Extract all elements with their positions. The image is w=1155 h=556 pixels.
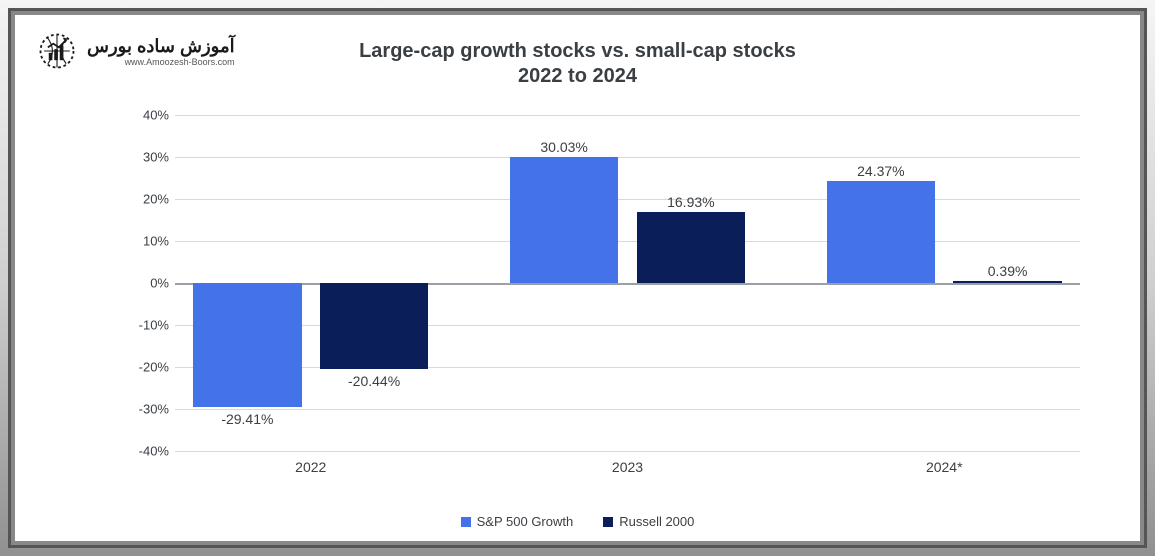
chart-title-line1: Large-cap growth stocks vs. small-cap st… (359, 40, 796, 62)
bar (953, 281, 1062, 283)
chart-panel: آموزش ساده بورس www.Amoozesh-Boors.com L… (15, 15, 1140, 541)
y-axis-label: -10% (121, 318, 169, 333)
legend: S&P 500 Growth Russell 2000 (15, 514, 1140, 529)
bar-value-label: 30.03% (540, 139, 587, 155)
y-axis-label: -40% (121, 444, 169, 459)
bar (827, 181, 936, 283)
gridline (175, 325, 1080, 326)
gridline (175, 241, 1080, 242)
bar (320, 283, 429, 369)
x-axis-label: 2023 (612, 459, 643, 475)
gridline (175, 115, 1080, 116)
plot-region: -40%-30%-20%-10%0%10%20%30%40%2022-29.41… (175, 115, 1080, 451)
gridline (175, 283, 1080, 285)
legend-swatch (461, 517, 471, 527)
bar-value-label: -29.41% (221, 411, 273, 427)
bar-value-label: 24.37% (857, 163, 904, 179)
logo-text-arabic: آموزش ساده بورس (87, 36, 235, 57)
bar-value-label: 0.39% (988, 263, 1028, 279)
y-axis-label: 30% (121, 150, 169, 165)
site-logo: آموزش ساده بورس www.Amoozesh-Boors.com (35, 29, 235, 73)
y-axis-label: 20% (121, 192, 169, 207)
gridline (175, 199, 1080, 200)
y-axis-label: 0% (121, 276, 169, 291)
y-axis-label: 40% (121, 108, 169, 123)
gridline (175, 409, 1080, 410)
bar (637, 212, 746, 283)
outer-frame: آموزش ساده بورس www.Amoozesh-Boors.com L… (8, 8, 1147, 548)
legend-item: S&P 500 Growth (461, 514, 574, 529)
y-axis-label: 10% (121, 234, 169, 249)
x-axis-label: 2024* (926, 459, 963, 475)
x-axis-label: 2022 (295, 459, 326, 475)
y-axis-label: -20% (121, 360, 169, 375)
legend-swatch (603, 517, 613, 527)
bar (510, 157, 619, 283)
gridline (175, 157, 1080, 158)
legend-label: S&P 500 Growth (477, 514, 574, 529)
bar (193, 283, 302, 407)
chart-title-line2: 2022 to 2024 (518, 65, 637, 87)
gridline (175, 367, 1080, 368)
chart-area: -40%-30%-20%-10%0%10%20%30%40%2022-29.41… (125, 115, 1080, 479)
bar-value-label: -20.44% (348, 373, 400, 389)
legend-item: Russell 2000 (603, 514, 694, 529)
globe-icon (35, 29, 79, 73)
bar-value-label: 16.93% (667, 194, 714, 210)
logo-text-url: www.Amoozesh-Boors.com (87, 57, 235, 67)
legend-label: Russell 2000 (619, 514, 694, 529)
gridline (175, 451, 1080, 452)
y-axis-label: -30% (121, 402, 169, 417)
